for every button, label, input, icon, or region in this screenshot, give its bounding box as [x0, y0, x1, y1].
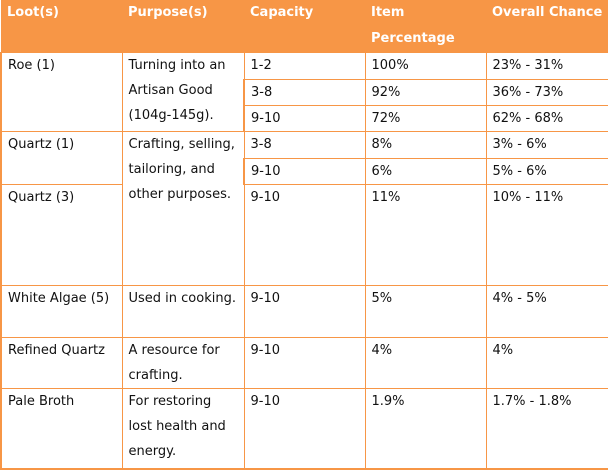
header-item-percentage-text: Item Percentage — [371, 5, 455, 46]
item-percentage-cell: 8% — [364, 131, 487, 159]
table-row: 9-10 6% 5% - 6% — [1, 158, 608, 185]
purpose-cell: A resource for crafting. — [121, 337, 245, 389]
item-percentage-cell: 4% — [364, 337, 487, 389]
loot-cell: Roe (1) — [0, 52, 123, 132]
header-overall-chance: Overall Chance — [486, 0, 608, 53]
overall-chance-cell: 5% - 6% — [485, 158, 608, 185]
capacity-cell: 9-10 — [243, 337, 366, 389]
capacity-cell: 1-2 — [243, 52, 366, 80]
table-row: Pale Broth For restoring lost health and… — [0, 388, 608, 470]
purpose-cell: Turning into an Artisan Good (104g-145g)… — [121, 52, 245, 132]
capacity-cell: 3-8 — [243, 79, 366, 106]
loot-cell: Refined Quartz — [0, 337, 123, 389]
overall-chance-cell: 36% - 73% — [485, 79, 608, 106]
loot-cell: Pale Broth — [0, 388, 123, 470]
purpose-cell: Used in cooking. — [121, 285, 245, 338]
header-loot: Loot(s) — [1, 0, 122, 53]
overall-chance-cell: 4% - 5% — [485, 285, 608, 338]
item-percentage-cell: 92% — [364, 79, 487, 106]
capacity-cell: 9-10 — [243, 388, 366, 470]
overall-chance-cell: 23% - 31% — [485, 52, 608, 80]
overall-chance-cell: 62% - 68% — [485, 105, 608, 132]
capacity-cell: 9-10 — [243, 285, 366, 338]
capacity-cell: 9-10 — [243, 184, 366, 286]
header-purpose: Purpose(s) — [122, 0, 244, 53]
item-percentage-cell: 6% — [364, 158, 487, 185]
table-row: 9-10 72% 62% - 68% — [1, 105, 608, 132]
item-percentage-cell: 1.9% — [364, 388, 487, 470]
purpose-cell: For restoring lost health and energy. — [121, 388, 245, 470]
header-row: Loot(s) Purpose(s) Capacity Item Percent… — [1, 0, 608, 53]
table-row: Roe (1) Turning into an Artisan Good (10… — [0, 52, 608, 132]
table-row: Quartz (1) Crafting, selling, tailoring,… — [0, 131, 608, 286]
item-percentage-cell: 72% — [364, 105, 487, 132]
item-percentage-cell: 5% — [364, 285, 487, 338]
overall-chance-cell: 1.7% - 1.8% — [485, 388, 608, 470]
loot-cell: Quartz (1) — [0, 131, 123, 185]
capacity-cell: 9-10 — [243, 158, 366, 185]
purpose-cell: Crafting, selling, tailoring, and other … — [121, 131, 245, 286]
loot-cell: White Algae (5) — [0, 285, 123, 338]
header-item-percentage: Item Percentage — [365, 0, 486, 53]
item-percentage-cell: 100% — [364, 52, 487, 80]
table-row: Quartz (3) 9-10 11% 10% - 11% — [0, 184, 608, 286]
overall-chance-cell: 10% - 11% — [485, 184, 608, 286]
overall-chance-cell: 4% — [485, 337, 608, 389]
loot-cell: Quartz (3) — [0, 184, 123, 286]
header-capacity: Capacity — [244, 0, 365, 53]
capacity-cell: 9-10 — [243, 105, 366, 132]
table-row: Refined Quartz A resource for crafting. … — [0, 337, 608, 389]
table-row: White Algae (5) Used in cooking. 9-10 5%… — [0, 285, 608, 338]
capacity-cell: 3-8 — [243, 131, 366, 159]
item-percentage-cell: 11% — [364, 184, 487, 286]
overall-chance-cell: 3% - 6% — [485, 131, 608, 159]
